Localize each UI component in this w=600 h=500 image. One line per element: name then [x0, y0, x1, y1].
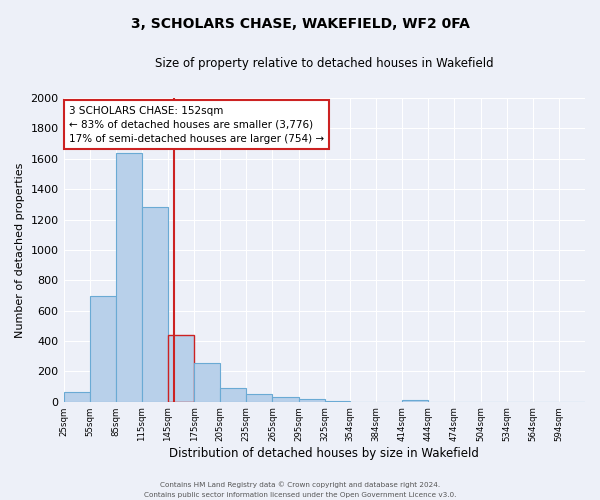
Bar [272, 398, 299, 402]
Bar [220, 388, 247, 402]
Y-axis label: Number of detached properties: Number of detached properties [15, 162, 25, 338]
Bar [142, 206, 168, 402]
Bar [402, 400, 428, 402]
Bar [64, 392, 89, 402]
Bar [299, 398, 325, 402]
Title: Size of property relative to detached houses in Wakefield: Size of property relative to detached ho… [155, 58, 494, 70]
Bar [194, 363, 220, 402]
X-axis label: Distribution of detached houses by size in Wakefield: Distribution of detached houses by size … [169, 447, 479, 460]
Bar [116, 154, 142, 402]
Text: 3, SCHOLARS CHASE, WAKEFIELD, WF2 0FA: 3, SCHOLARS CHASE, WAKEFIELD, WF2 0FA [131, 18, 469, 32]
Text: Contains public sector information licensed under the Open Government Licence v3: Contains public sector information licen… [144, 492, 456, 498]
Bar [247, 394, 272, 402]
Bar [89, 296, 116, 402]
Bar [168, 335, 194, 402]
Text: Contains HM Land Registry data © Crown copyright and database right 2024.: Contains HM Land Registry data © Crown c… [160, 481, 440, 488]
Bar [325, 401, 350, 402]
Text: 3 SCHOLARS CHASE: 152sqm
← 83% of detached houses are smaller (3,776)
17% of sem: 3 SCHOLARS CHASE: 152sqm ← 83% of detach… [69, 106, 324, 144]
